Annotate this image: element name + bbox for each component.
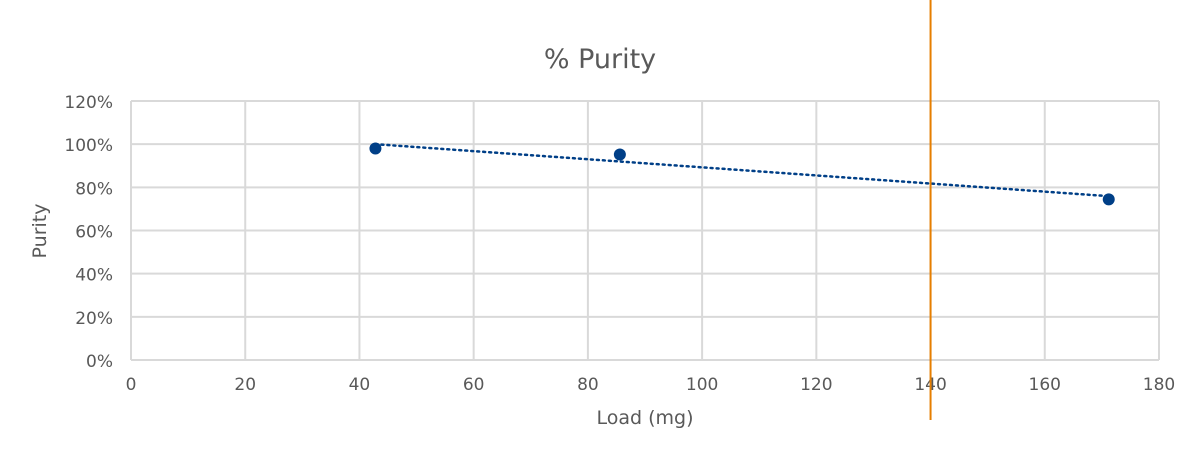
grid (130, 100, 1160, 361)
y-axis-label: Purity (29, 204, 51, 259)
y-tick-label: 80% (75, 179, 113, 199)
trendline (374, 142, 1110, 198)
x-tick-label: 0 (126, 375, 137, 395)
x-tick-labels: 0 20 40 60 80 100 120 140 160 180 (126, 375, 1176, 395)
data-point (1102, 193, 1115, 206)
x-tick-label: 100 (686, 375, 718, 395)
x-tick-label: 160 (1029, 375, 1061, 395)
x-axis-label: Load (mg) (596, 407, 693, 429)
x-tick-label: 80 (577, 375, 599, 395)
x-tick-label: 40 (349, 375, 371, 395)
y-tick-label: 120% (64, 93, 113, 113)
marks (369, 0, 1115, 420)
y-tick-label: 40% (75, 266, 113, 286)
x-tick-label: 180 (1143, 375, 1175, 395)
x-tick-label: 20 (234, 375, 256, 395)
chart-title: % Purity (544, 44, 656, 75)
y-tick-label: 100% (64, 136, 113, 156)
y-tick-label: 60% (75, 223, 113, 243)
y-tick-label: 0% (86, 352, 113, 372)
x-tick-label: 60 (463, 375, 485, 395)
y-tick-labels: 0% 20% 40% 60% 80% 100% 120% (64, 93, 113, 372)
data-point (369, 142, 382, 155)
data-point (613, 148, 626, 161)
x-tick-label: 120 (800, 375, 832, 395)
y-tick-label: 20% (75, 309, 113, 329)
